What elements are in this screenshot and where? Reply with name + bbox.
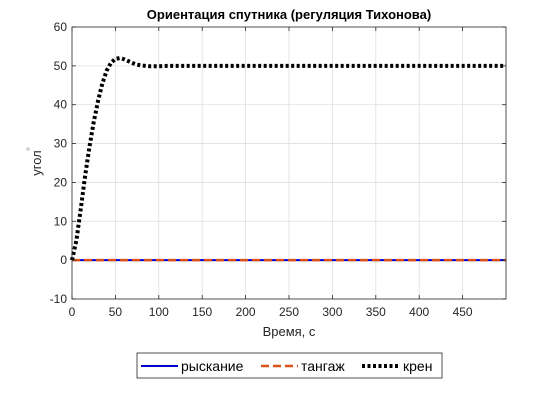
y-tick-label: 30 — [54, 137, 68, 151]
series-layer — [70, 56, 506, 262]
y-tick-label: 10 — [54, 214, 68, 228]
legend: рыскание тангаж крен — [136, 352, 443, 379]
ticks — [71, 26, 506, 300]
x-tick-label: 450 — [453, 305, 473, 319]
y-tick-label: 20 — [54, 175, 68, 189]
x-tick-label: 0 — [69, 305, 76, 319]
axis-marker-dot — [26, 147, 30, 151]
y-axis-label: угол — [29, 150, 44, 176]
legend-label-roll: крен — [403, 358, 432, 374]
x-tick-labels: 0 50 100 150 200 250 300 350 400 450 — [69, 305, 473, 319]
x-tick-label: 300 — [322, 305, 342, 319]
legend-label-yaw: рыскание — [181, 358, 244, 374]
x-tick-label: 250 — [279, 305, 299, 319]
x-tick-label: 350 — [366, 305, 386, 319]
x-tick-label: 200 — [236, 305, 256, 319]
y-tick-labels: -10 0 10 20 30 40 50 60 — [50, 20, 68, 306]
x-tick-label: 150 — [192, 305, 212, 319]
x-tick-label: 50 — [109, 305, 123, 319]
legend-label-pitch: тангаж — [301, 358, 345, 374]
x-tick-label: 400 — [409, 305, 429, 319]
y-tick-label: 60 — [54, 20, 68, 34]
x-tick-label: 100 — [149, 305, 169, 319]
series-roll-line — [70, 56, 506, 261]
y-tick-label: 40 — [54, 98, 68, 112]
x-axis-label: Время, с — [263, 324, 316, 339]
chart-title: Ориентация спутника (регуляция Тихонова) — [147, 7, 431, 22]
y-tick-label: -10 — [50, 292, 68, 306]
y-tick-label: 50 — [54, 59, 68, 73]
y-tick-label: 0 — [60, 253, 67, 267]
